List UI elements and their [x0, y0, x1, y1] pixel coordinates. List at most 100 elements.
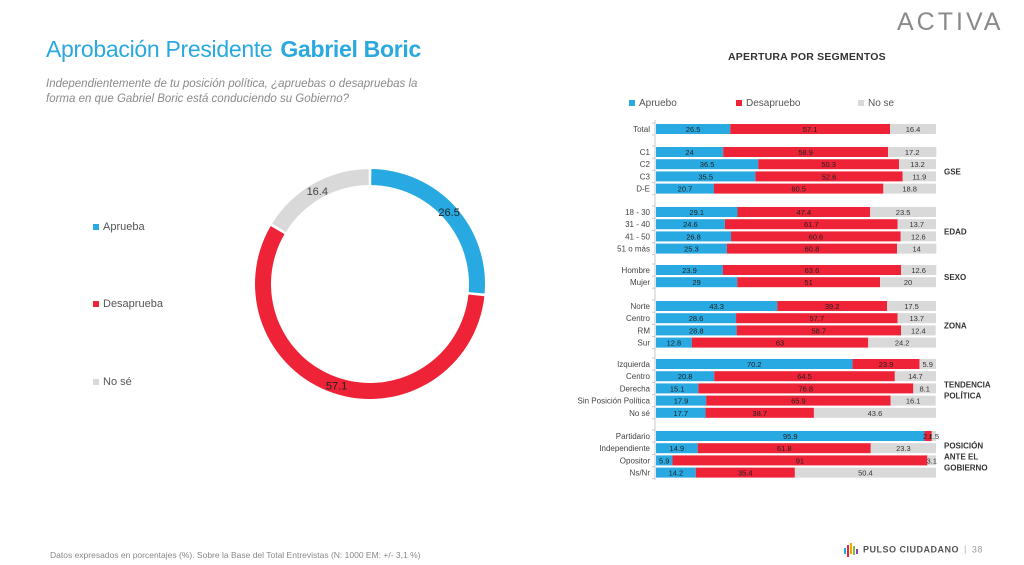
bar-legend-item-2: No se [858, 98, 894, 109]
bar-value-label: 17.5 [904, 302, 919, 311]
bar-value-label: 2.6 [923, 432, 933, 441]
bar-value-label: 23.9 [879, 360, 894, 369]
bar-legend-item-1: Desapruebo [736, 98, 800, 109]
bar-segment [737, 277, 880, 288]
bar-value-label: 35.4 [738, 469, 753, 478]
bar-value-label: 58.9 [798, 148, 813, 157]
row-label: Hombre [622, 266, 651, 275]
bar-value-label: 50.3 [821, 160, 836, 169]
bar-value-label: 26.5 [686, 125, 701, 134]
donut-legend-item-1: Desaprueba [93, 298, 163, 310]
bar-value-label: 65.9 [791, 397, 806, 406]
bar-segment [656, 124, 731, 134]
bar-value-label: 61.7 [804, 220, 819, 229]
bar-segment [913, 383, 936, 394]
bar-value-label: 13.7 [910, 220, 925, 229]
bar-value-label: 95.9 [783, 432, 798, 441]
group-label-line: ANTE EL [944, 452, 978, 461]
bar-value-label: 11.9 [912, 172, 926, 181]
bar-segment [656, 301, 778, 311]
group-label-line: GSE [944, 167, 962, 176]
bar-segment [656, 171, 756, 182]
bar-value-label: 47.4 [797, 208, 812, 217]
bar-segment [755, 171, 903, 182]
bar-value-label: 13.7 [910, 314, 925, 323]
bar-segment [656, 147, 724, 157]
bar-value-label: 60.5 [791, 185, 806, 194]
group-label-line: TENDENCIA [944, 381, 991, 390]
bar-value-label: 14.9 [670, 444, 685, 453]
bar-value-label: 36.5 [700, 160, 715, 169]
bar-segment [656, 265, 723, 275]
row-label: C3 [640, 172, 651, 181]
bar-value-label: 17.7 [673, 409, 688, 418]
legend-swatch [629, 100, 635, 107]
bar-segment [656, 455, 673, 466]
bar-value-label: 20.7 [678, 185, 693, 194]
bar-segment [656, 395, 707, 406]
bar-segment [697, 443, 871, 454]
bar-segment [656, 231, 732, 242]
row-label: Izquierda [617, 360, 650, 369]
bar-segment [924, 431, 932, 441]
bar-value-label: 23.5 [896, 208, 911, 217]
bar-segment [723, 147, 889, 157]
page-title: Aprobación Presidente Gabriel Boric [46, 36, 421, 63]
donut-slice-label-0: 26.5 [438, 207, 459, 219]
bar-value-label: 12.8 [667, 339, 682, 348]
bar-value-label: 14 [913, 245, 921, 254]
row-label: RM [638, 326, 651, 335]
legend-label: Apruebo [639, 98, 677, 109]
legend-label: Aprueba [103, 221, 145, 233]
bar-segment [656, 277, 738, 288]
bar-segment [672, 455, 928, 466]
bar-value-label: 39.2 [825, 302, 840, 311]
bar-segment [897, 313, 936, 324]
bar-segment [705, 407, 814, 418]
bar-value-label: 12.6 [911, 266, 926, 275]
footer-brand-name: PULSO CIUDADANO [863, 544, 960, 555]
bar-value-label: 70.2 [747, 360, 762, 369]
bar-segment [706, 395, 891, 406]
group-label: ZONA [944, 321, 967, 330]
bar-value-label: 5.9 [923, 360, 933, 369]
donut-legend-item-0: Aprueba [93, 221, 145, 233]
bar-segment [656, 371, 715, 382]
bar-value-label: 20.8 [678, 372, 693, 381]
bar-segment [931, 431, 936, 441]
group-label: GSE [944, 167, 962, 176]
page-number: 38 [971, 544, 983, 555]
bar-value-label: 15.1 [670, 384, 685, 393]
bar-segment [722, 265, 901, 275]
bar-segment [868, 337, 936, 348]
footer-brand: PULSO CIUDADANO | 38 [844, 543, 983, 557]
row-label: Derecha [620, 384, 651, 393]
row-label: C2 [640, 160, 651, 169]
donut-slice-1 [254, 226, 485, 400]
bar-segment [656, 159, 759, 170]
bar-legend-item-0: Apruebo [629, 98, 677, 109]
donut-slice-label-1: 57.1 [326, 381, 347, 393]
footer-separator: | [964, 544, 967, 555]
row-label: 31 - 40 [625, 220, 650, 229]
legend-swatch [93, 379, 99, 386]
bar-segment [736, 313, 898, 324]
bar-value-label: 24.6 [683, 220, 698, 229]
row-label: C1 [640, 148, 651, 157]
pulso-logo-icon [844, 543, 858, 557]
bar-segment [890, 395, 936, 406]
group-label-line: POLÍTICA [944, 392, 982, 401]
bar-segment [887, 301, 936, 311]
bar-value-label: 61.8 [777, 444, 792, 453]
bar-value-label: 50.4 [858, 469, 873, 478]
bar-value-label: 17.9 [674, 397, 689, 406]
bar-segment [813, 407, 936, 418]
group-label-line: EDAD [944, 227, 967, 236]
legend-label: Desaprueba [103, 298, 163, 310]
bar-segment [656, 431, 925, 441]
donut-slice-2 [272, 169, 369, 233]
bar-segment [883, 183, 936, 194]
bar-segment [656, 443, 698, 454]
bar-value-label: 38.7 [752, 409, 767, 418]
